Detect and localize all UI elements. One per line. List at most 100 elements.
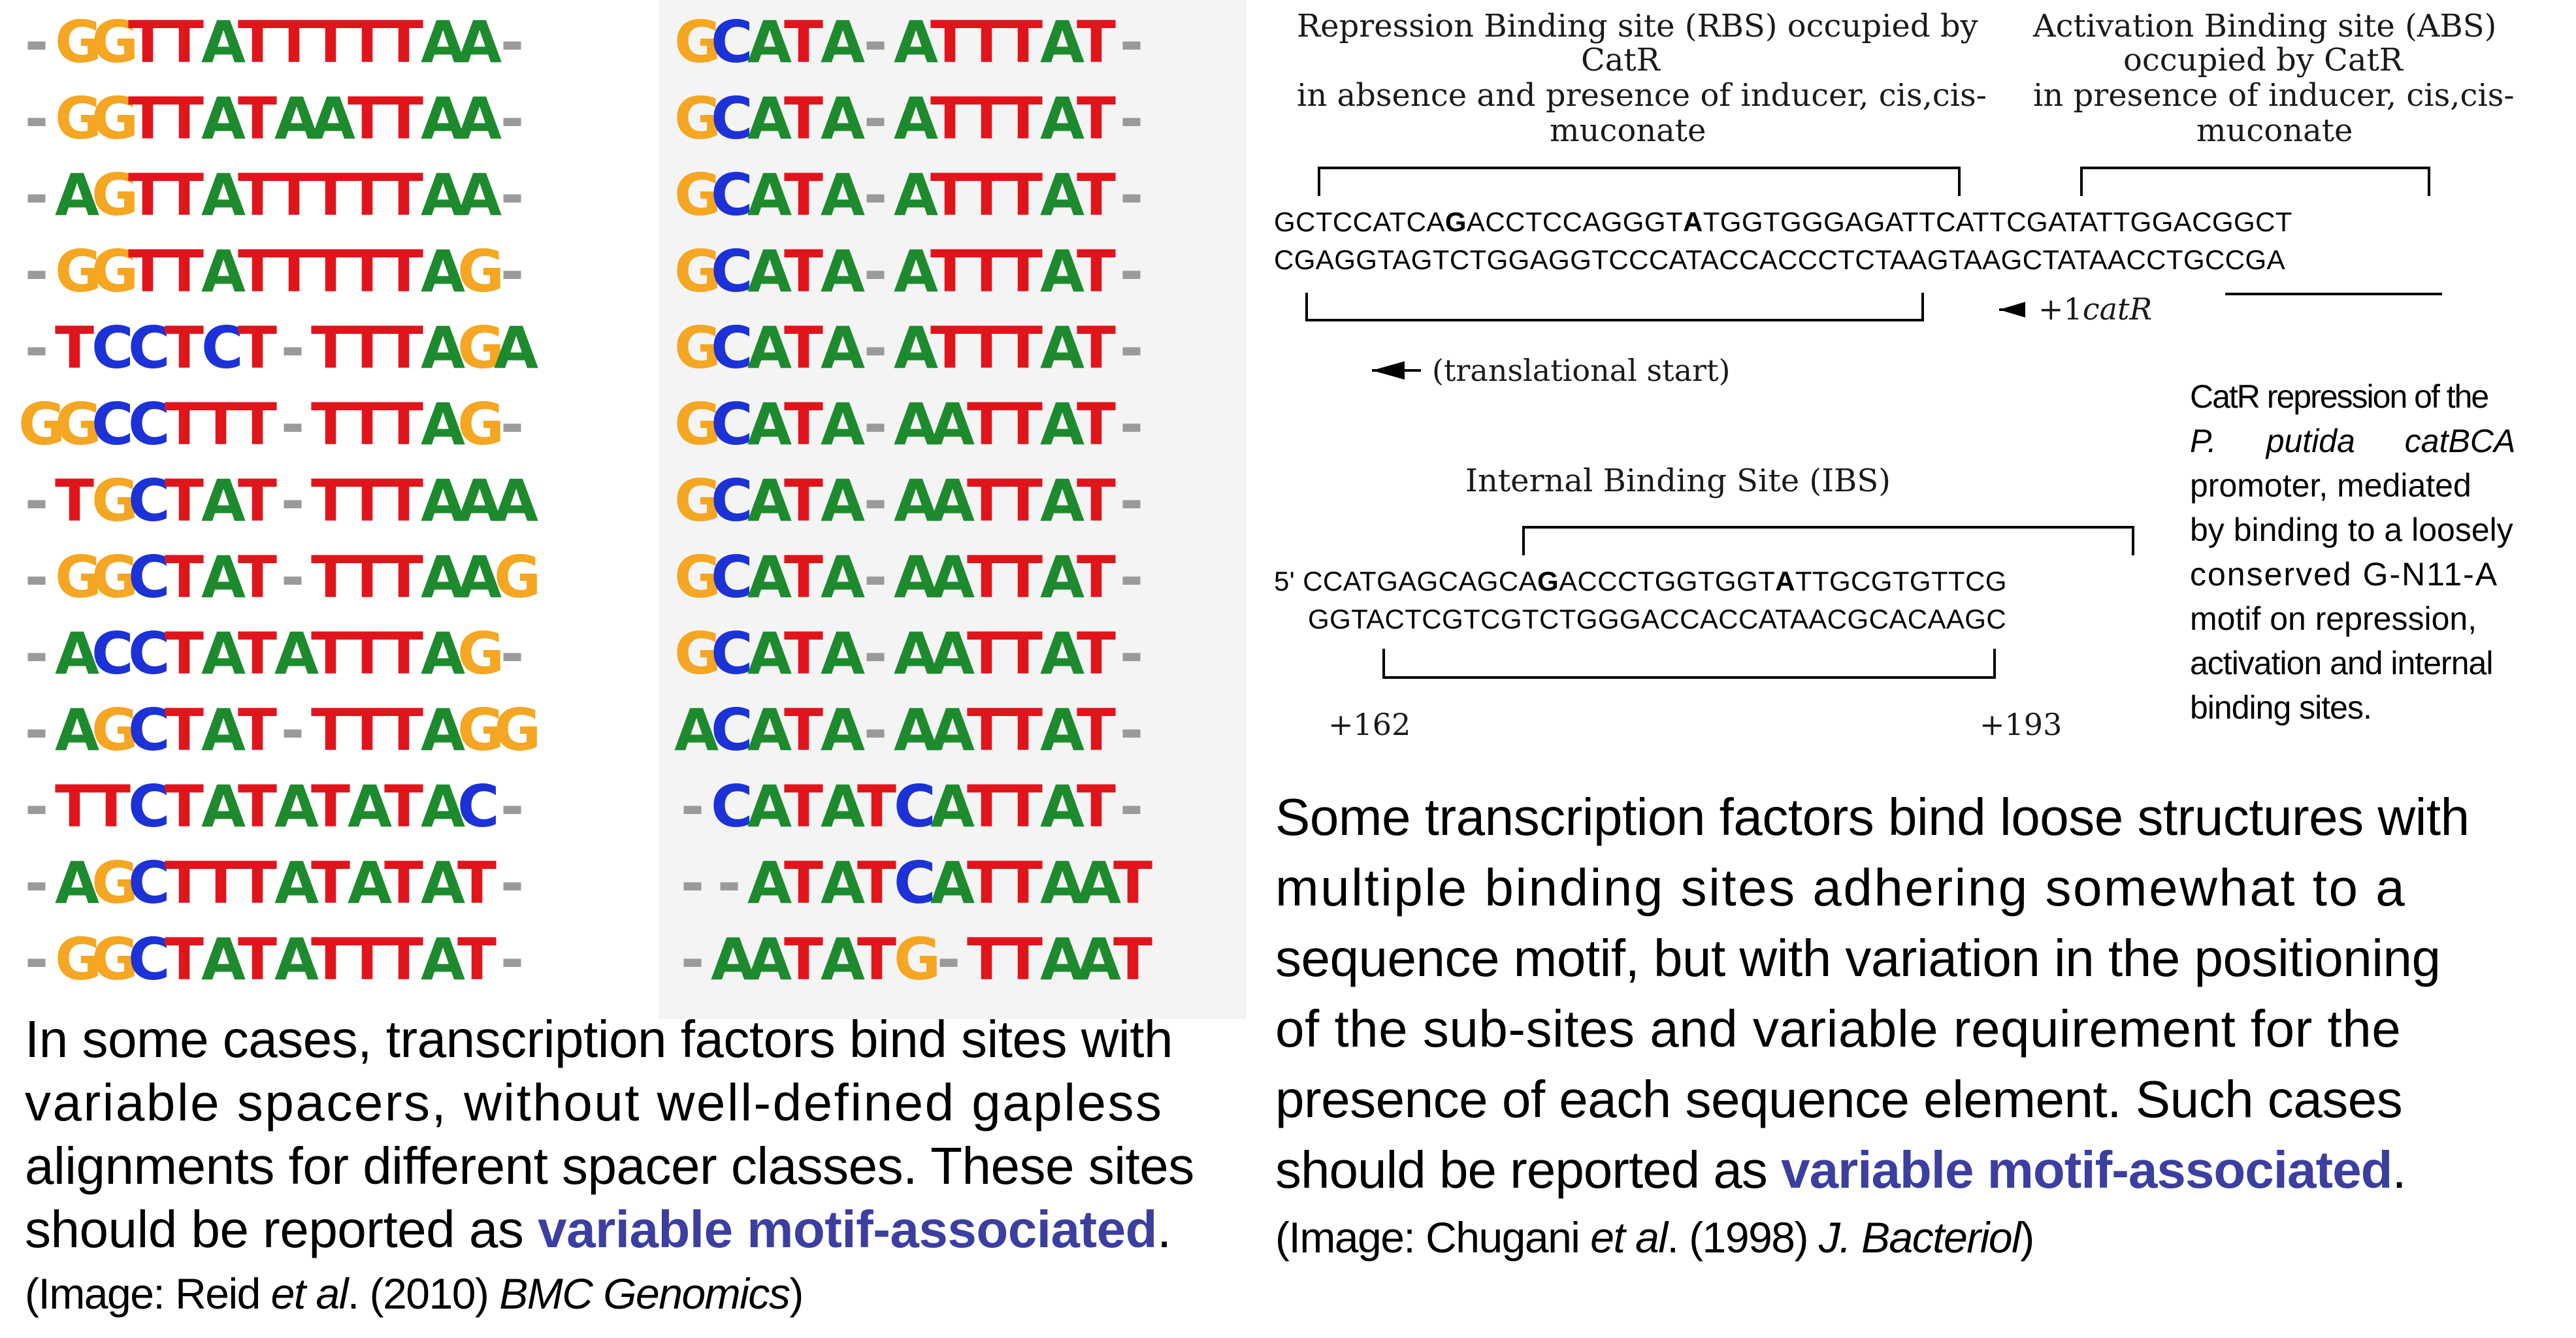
strand-segment: CCATGAGCAGCA: [1303, 566, 1537, 596]
right-caption-text: should be reported as: [1275, 1141, 1782, 1199]
strand-bold-g: G: [1537, 566, 1559, 596]
left-credit: (Image: Reid et al. (2010) BMC Genomics): [25, 1269, 804, 1318]
sequence-row: GCATA- ATTTAT-: [674, 85, 1144, 152]
rbs-label-line: in absence and presence of inducer, cis,…: [1297, 77, 1987, 114]
side-note-line: activation and internal: [2190, 645, 2493, 681]
side-note-line: promoter, mediated: [2190, 467, 2471, 504]
side-note-line: by binding to a loosely: [2190, 512, 2513, 548]
ibs-bottom-strand: GGTACTCGTCGTCTGGGACCACCATAACGCACAAGC: [1308, 604, 2007, 634]
bottom-strand: CGAGGTAGTCTGGAGGTCCCATACCACCCTCTAAGTAAGC…: [1274, 244, 2285, 275]
side-note-line: CatR repression of the: [2190, 378, 2489, 415]
right-caption-line: presence of each sequence element. Such …: [1275, 1070, 2403, 1128]
left-caption-line: variable spacers, without well-defined g…: [25, 1073, 1164, 1132]
sequence-row: - AGCTTTATATAT-: [24, 849, 525, 917]
left-caption-line: should be reported as variable motif-ass…: [25, 1199, 1171, 1260]
credit-text: ): [789, 1269, 804, 1318]
alignment-right: GCATA- ATTTAT- GCATA- ATTTAT- GCATA- ATTTAT- G…: [674, 7, 1236, 993]
credit-text: . (1998): [1667, 1213, 1819, 1262]
strand-bold-a: A: [1775, 566, 1795, 596]
sequence-row: GCATA- ATTTAT-: [674, 314, 1144, 382]
ibs-bracket: [1522, 526, 2134, 555]
credit-etal: et al: [270, 1269, 349, 1318]
right-caption-line: should be reported as variable motif-ass…: [1275, 1140, 2407, 1200]
sequence-row: GGCCTTT- TTTAG-: [18, 391, 525, 458]
ibs-prefix: 5': [1274, 566, 1296, 596]
left-caption-text: should be reported as: [25, 1200, 538, 1258]
translational-start-label: (translational start): [1432, 353, 1731, 388]
side-note-line: P. putida catBCA: [2190, 423, 2516, 459]
translational-start-arrow-head: [1372, 361, 1405, 380]
rbs-bracket: [1318, 167, 1961, 196]
strand-segment: TGGTGGGAGATTCATTCGATATTGGACGGCT: [1703, 206, 2292, 237]
abs-label-line: in presence of inducer, cis,cis-: [2033, 77, 2515, 114]
credit-text: (Image: Chugani: [1275, 1213, 1591, 1262]
left-caption-text: .: [1156, 1200, 1171, 1258]
strand-segment: TTGCGTGTTCG: [1795, 566, 2007, 596]
sequence-row: - AGCTAT- TTTAGG: [24, 696, 542, 764]
sequence-row: GCATA- AATTAT-: [674, 391, 1144, 458]
strand-bold-g: G: [1444, 206, 1467, 237]
sequence-row: GCATA- AATTAT-: [674, 620, 1144, 687]
sequence-row: - AGTTATTTTTAA-: [24, 161, 525, 229]
sequence-row: - TCCTCT- TTTAGA: [24, 314, 539, 382]
credit-journal: J. Bacteriol: [1818, 1213, 2021, 1262]
sequence-row: GCATA- ATTTAT-: [674, 161, 1144, 229]
sequence-row: - TTCTATATATAC-: [24, 773, 525, 840]
abs-label-line: muconate: [2196, 112, 2353, 149]
abs-label-line: Activation Binding site (ABS): [2033, 8, 2497, 44]
sequence-row: - AATATG- TTAAT: [680, 926, 1153, 993]
right-caption-text: .: [2392, 1141, 2406, 1199]
rbs-label-line: muconate: [1550, 112, 1706, 149]
sequence-row: GCATA- ATTTAT-: [674, 8, 1144, 76]
sequence-row: - TGCTAT- TTTAAA: [24, 467, 539, 534]
right-caption-line: sequence motif, but with variation in th…: [1275, 929, 2441, 987]
strand-segment: ACCTCCAGGGT: [1466, 206, 1683, 237]
left-caption-highlight: variable motif-associated: [538, 1200, 1157, 1258]
alignment-right-background: [659, 0, 1247, 1019]
catr-start-prefix: +1: [2038, 291, 2083, 327]
alignment-left: - GGTTATTTTTAA- - GGTTATAATTAA- - AGTTATTTTTA…: [18, 7, 639, 993]
right-credit: (Image: Chugani et al. (1998) J. Bacteri…: [1275, 1213, 2034, 1262]
sequence-row: GCATA- AATTAT-: [674, 467, 1144, 534]
sequence-row: - GGTTATAATTAA-: [24, 85, 525, 152]
bottom-strand-bracket: [1305, 293, 1924, 321]
side-note-line: binding sites.: [2190, 689, 2372, 726]
sequence-row: ACATA- AATTAT-: [674, 696, 1144, 764]
right-caption-highlight: variable motif-associated: [1781, 1141, 2392, 1199]
sequence-row: GCATA- ATTTAT-: [674, 238, 1144, 305]
sequence-row: - ACCTATATTTAG-: [24, 620, 525, 687]
side-note-line: motif on repression,: [2190, 600, 2477, 637]
catr-start-gene: catR: [2082, 291, 2153, 327]
ibs-top-strand: 5' CCATGAGCAGCAGACCCTGGTGGTATTGCGTGTTCG: [1274, 566, 2007, 597]
rbs-label-line: Repression Binding site (RBS) occupied b…: [1297, 8, 1978, 44]
sequence-row: GCATA- AATTAT-: [674, 544, 1144, 611]
top-strand: GCTCCATCAGACCTCCAGGGTATGGTGGGAGATTCATTCG…: [1274, 206, 2292, 238]
credit-text: (Image: Reid: [25, 1269, 271, 1318]
abs-bracket: [2080, 167, 2430, 196]
sequence-row: - CATATCATTAT-: [680, 773, 1144, 840]
side-note-line: conserved G-N11-A: [2190, 556, 2499, 593]
sequence-row: - GGTTATTTTTAG-: [24, 238, 525, 305]
sequence-row: - GGTTATTTTTAA-: [24, 8, 525, 76]
right-caption-line: multiple binding sites adhering somewhat…: [1275, 858, 2407, 917]
abs-label-line: occupied by CatR: [2123, 42, 2403, 78]
right-caption-line: of the sub-sites and variable requiremen…: [1275, 1000, 2402, 1058]
strand-segment: ACCCTGGTGGT: [1559, 566, 1776, 596]
credit-text: . (2010): [347, 1269, 500, 1318]
ibs-bottom-bracket: [1382, 649, 1996, 679]
catr-arrow-head: [1999, 302, 2025, 318]
credit-text: ): [2020, 1213, 2034, 1262]
left-caption-line: In some cases, transcription factors bin…: [25, 1010, 1173, 1068]
sequence-row: - - ATATCATTAAT: [680, 849, 1153, 917]
strand-segment: GCTCCATCA: [1274, 206, 1445, 237]
pos-end-label: +193: [1980, 707, 2062, 742]
credit-journal: BMC Genomics: [499, 1269, 791, 1318]
pos-start-label: +162: [1328, 707, 1411, 742]
sequence-row: - GGCTATATTTAT-: [24, 926, 525, 993]
credit-etal: et al: [1590, 1213, 1668, 1262]
rbs-label-line: CatR: [1581, 42, 1660, 78]
right-caption-line: Some transcription factors bind loose st…: [1275, 788, 2470, 846]
ibs-label: Internal Binding Site (IBS): [1465, 463, 1891, 499]
strand-bold-a: A: [1682, 206, 1703, 237]
